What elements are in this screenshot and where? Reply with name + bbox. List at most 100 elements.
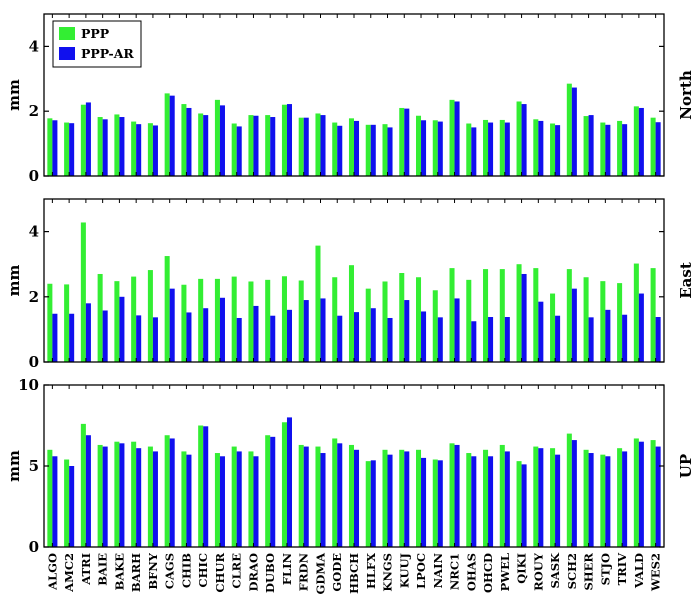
- bar-ppp-ar-qiki: [521, 104, 527, 176]
- panel-up: 0 5 10 mm UP: [5, 376, 695, 556]
- bar-ppp-ar-hlfx: [370, 308, 376, 362]
- bar-ppp-ar-lpoc: [421, 311, 427, 362]
- bar-ppp-ar-hlfx: [370, 460, 376, 547]
- bar-ppp-ar-cags: [169, 288, 175, 362]
- bar-ppp-amc2: [64, 284, 70, 362]
- bar-ppp-ar-hlfx: [370, 124, 376, 176]
- category-label-bfny: BFNY: [146, 552, 160, 589]
- bar-ppp-sask: [550, 293, 556, 362]
- category-label-wes2: WES2: [649, 553, 663, 592]
- category-label-hlfx: HLFX: [364, 553, 378, 589]
- bar-ppp-atri: [80, 423, 86, 547]
- bar-ppp-ar-sch2: [571, 288, 577, 362]
- category-label-atri: ATRI: [79, 553, 93, 586]
- category-label-qiki: QIKI: [515, 553, 529, 584]
- bar-ppp-ar-frdn: [303, 300, 309, 362]
- bar-ppp-kngs: [382, 281, 388, 362]
- bar-ppp-kngs: [382, 449, 388, 547]
- y-tick-label: 0: [29, 353, 39, 371]
- bar-ppp-ar-bake: [119, 117, 125, 176]
- bar-ppp-nrc1: [449, 99, 455, 176]
- bar-ppp-sch2: [566, 83, 572, 176]
- bar-ppp-flin: [281, 422, 287, 547]
- bar-ppp-ar-frdn: [303, 117, 309, 176]
- bar-ppp-frdn: [298, 117, 304, 176]
- bar-ppp-ar-gode: [337, 443, 343, 547]
- bar-ppp-ohas: [466, 453, 472, 547]
- category-label-chib: CHIB: [179, 553, 193, 588]
- bar-ppp-wes2: [650, 117, 656, 176]
- bar-ppp-cags: [164, 256, 170, 362]
- bar-ppp-chib: [181, 284, 187, 362]
- bar-ppp-nain: [432, 459, 438, 547]
- bar-ppp-rouy: [533, 119, 539, 176]
- bar-ppp-atri: [80, 222, 86, 362]
- bar-ppp-ohas: [466, 123, 472, 176]
- bar-ppp-amc2: [64, 122, 70, 176]
- bar-ppp-pwel: [499, 119, 505, 176]
- bar-ppp-ar-ohcd: [488, 317, 494, 362]
- bar-ppp-ar-rouy: [538, 120, 544, 176]
- bar-ppp-ar-kngs: [387, 127, 393, 176]
- y-tick-label: 2: [29, 288, 39, 306]
- legend: PPP PPP-AR: [52, 20, 142, 68]
- bar-ppp-ar-barh: [136, 315, 142, 362]
- category-label-nain: NAIN: [431, 553, 445, 589]
- bar-ppp-ar-vald: [638, 107, 644, 176]
- bar-ppp-algo: [47, 283, 53, 362]
- bar-ppp-ar-sch2: [571, 87, 577, 176]
- y-axis-label: mm: [5, 265, 23, 297]
- bar-ppp-sher: [583, 277, 589, 362]
- category-label-pwel: PWEL: [498, 553, 512, 591]
- bar-ppp-ar-clre: [236, 126, 242, 176]
- bar-ppp-ar-wes2: [655, 317, 661, 362]
- y-tick-label: 0: [29, 538, 39, 556]
- bar-ppp-ar-vald: [638, 441, 644, 547]
- bar-ppp-gode: [332, 438, 338, 547]
- bar-ppp-gdma: [315, 245, 321, 362]
- bar-ppp-ar-cags: [169, 438, 175, 547]
- bar-ppp-ar-ohcd: [488, 122, 494, 176]
- bar-ppp-clre: [231, 446, 237, 547]
- bar-ppp-ar-rouy: [538, 301, 544, 362]
- bar-ppp-ar-algo: [52, 456, 58, 547]
- bar-ppp-ar-baie: [102, 310, 108, 362]
- bar-ppp-triv: [617, 283, 623, 362]
- bar-ppp-ar-chic: [203, 115, 209, 176]
- bar-ppp-bfny: [147, 270, 153, 362]
- bar-ppp-lpoc: [416, 449, 422, 547]
- panel-east: 0 2 4 mm East: [5, 198, 695, 371]
- bar-ppp-ar-pwel: [504, 317, 510, 362]
- bar-ppp-ar-dubo: [270, 436, 276, 547]
- bar-ppp-hlfx: [365, 124, 371, 176]
- bar-ppp-ar-triv: [622, 451, 628, 547]
- category-label-rouy: ROUY: [531, 552, 545, 591]
- bar-ppp-sch2: [566, 269, 572, 362]
- bar-ppp-nain: [432, 290, 438, 362]
- panel-title: East: [677, 262, 695, 299]
- bar-ppp-clre: [231, 276, 237, 362]
- category-label-dubo: DUBO: [263, 553, 277, 593]
- bar-ppp-ar-bfny: [152, 125, 158, 176]
- bar-ppp-baie: [97, 444, 103, 547]
- bar-ppp-ar-lpoc: [421, 120, 427, 176]
- bar-ppp-ar-barh: [136, 448, 142, 547]
- bar-ppp-ar-drao: [253, 305, 259, 362]
- category-labels: ALGO AMC2 ATRI BAIE BAKE BARH BFNY CAGS CHIB CHIC…: [45, 552, 662, 595]
- bar-ppp-rouy: [533, 268, 539, 362]
- bar-ppp-ar-gdma: [320, 298, 326, 362]
- y-axis-label: mm: [5, 79, 23, 111]
- bar-ppp-baie: [97, 117, 103, 176]
- bar-ppp-ar-triv: [622, 314, 628, 362]
- bar-ppp-ohcd: [483, 449, 489, 547]
- bar-ppp-ar-gdma: [320, 115, 326, 176]
- category-label-nrc1: NRC1: [448, 553, 462, 590]
- y-axis-label: mm: [5, 450, 23, 482]
- bar-ppp-ar-sher: [588, 317, 594, 362]
- category-label-lpoc: LPOC: [414, 553, 428, 589]
- bar-ppp-ar-drao: [253, 115, 259, 176]
- bar-ppp-barh: [131, 441, 137, 547]
- bar-ppp-ohcd: [483, 269, 489, 362]
- bar-ppp-algo: [47, 449, 53, 547]
